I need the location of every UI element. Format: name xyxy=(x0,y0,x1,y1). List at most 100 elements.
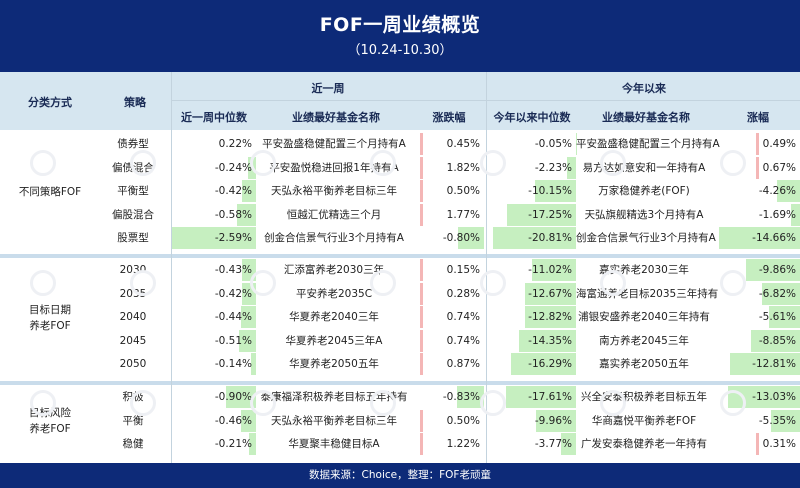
negative-bar xyxy=(226,386,256,408)
ytd-best-cell: 嘉实养老2050五年 xyxy=(599,358,689,370)
header-divider xyxy=(171,72,172,130)
ytd-best-cell: 万家稳健养老(FOF) xyxy=(598,185,690,197)
ytd-change-cell: -5.61% xyxy=(758,311,796,323)
week-median-cell: -0.44% xyxy=(214,311,252,323)
negative-bar xyxy=(535,180,576,202)
negative-bar xyxy=(531,259,576,281)
ytd-best-cell: 兴全安泰积极养老目标五年 xyxy=(581,391,707,403)
negative-bar xyxy=(505,386,576,408)
watermark-shape xyxy=(250,390,276,416)
ytd-best-cell: 平安盈盛稳健配置三个月持有A xyxy=(576,138,720,150)
positive-bar xyxy=(420,156,423,179)
watermark-shape xyxy=(370,270,396,296)
negative-bar xyxy=(510,353,576,375)
ytd-best-cell: 易方达如意安和一年持有A xyxy=(582,161,706,174)
watermark-shape xyxy=(250,150,276,176)
week-best-cell: 汇添富养老2030三年 xyxy=(283,264,385,276)
ytd-best-cell: 嘉实养老2030三年 xyxy=(599,264,689,276)
week-change-cell: 0.50% xyxy=(446,185,480,197)
week-best-cell: 创金合信景气行业3个月持有A xyxy=(264,232,404,244)
column-divider xyxy=(486,130,487,463)
watermark-shape xyxy=(130,390,156,416)
negative-bar xyxy=(719,227,800,249)
ytd-best-cell: 天弘旗舰精选3个月持有A xyxy=(584,208,704,221)
ytd-median-cell: -14.35% xyxy=(528,334,572,347)
ytd-change-cell: 0.31% xyxy=(762,438,796,450)
date-range: （10.24-10.30） xyxy=(347,43,453,58)
report-header: FOF一周业绩概览 （10.24-10.30） xyxy=(0,0,800,72)
week-best-cell: 华夏养老2040三年 xyxy=(289,311,379,323)
week-median-cell: -0.58% xyxy=(214,208,252,221)
ytd-best-cell: 海富通养老目标2035三年持有 xyxy=(576,287,719,300)
week-median-cell: -0.42% xyxy=(214,185,252,197)
week-median-cell: -0.46% xyxy=(214,414,252,427)
positive-bar xyxy=(756,433,759,455)
header-week-median: 近一周中位数 xyxy=(181,111,247,124)
watermark-shape xyxy=(480,390,506,416)
header-ytd-group: 今年以来 xyxy=(622,82,666,95)
positive-bar xyxy=(756,156,759,179)
ytd-change-cell: -8.85% xyxy=(758,334,796,347)
negative-bar xyxy=(728,386,800,408)
table-header: 分类方式 策略 近一周 今年以来 近一周中位数 业绩最好基金名称 涨跌幅 今年以… xyxy=(0,72,800,130)
week-median-cell: -0.42% xyxy=(214,287,252,300)
ytd-change-cell: 0.49% xyxy=(762,138,796,150)
ytd-median-cell: -12.67% xyxy=(528,287,572,300)
header-week-group: 近一周 xyxy=(311,82,345,95)
header-week-change: 涨跌幅 xyxy=(432,111,466,124)
week-best-cell: 平安盈悦稳进回报1年持有A xyxy=(269,161,399,174)
positive-bar xyxy=(420,329,423,352)
negative-bar xyxy=(240,409,256,432)
week-best-cell: 平安养老2035C xyxy=(295,287,373,300)
week-best-cell: 华夏养老2050五年 xyxy=(289,358,379,370)
watermark-shape xyxy=(720,270,746,296)
positive-bar xyxy=(420,203,423,226)
positive-bar xyxy=(420,133,423,155)
negative-bar xyxy=(518,329,576,352)
watermark-shape xyxy=(600,390,626,416)
negative-bar xyxy=(241,306,256,328)
ytd-change-cell: 0.67% xyxy=(762,161,796,174)
negative-bar xyxy=(776,180,800,202)
negative-bar xyxy=(536,409,576,432)
header-ytd-median: 今年以来中位数 xyxy=(493,111,571,124)
positive-bar xyxy=(420,353,423,375)
watermark-shape xyxy=(30,270,56,296)
week-change-cell: 0.50% xyxy=(446,414,480,427)
week-change-cell: 0.45% xyxy=(446,138,480,150)
ytd-median-cell: -10.15% xyxy=(528,185,572,197)
negative-bar xyxy=(525,282,576,305)
ytd-change-cell: -13.03% xyxy=(752,391,796,403)
watermark-shape xyxy=(370,150,396,176)
ytd-median-cell: -16.29% xyxy=(528,358,572,370)
negative-bar xyxy=(524,306,576,328)
header-divider xyxy=(486,72,487,130)
negative-bar xyxy=(745,259,800,281)
positive-bar xyxy=(420,180,423,202)
watermark-shape xyxy=(130,150,156,176)
negative-bar xyxy=(729,353,800,375)
negative-bar xyxy=(790,203,800,226)
week-change-cell: 0.74% xyxy=(446,311,480,323)
group-separator xyxy=(0,254,800,258)
watermark-shape xyxy=(480,270,506,296)
ytd-best-cell: 南方养老2045三年 xyxy=(599,334,689,347)
week-change-cell: 0.15% xyxy=(446,264,480,276)
week-median-cell: -2.59% xyxy=(214,232,252,244)
strategy-cell: 2045 xyxy=(119,334,147,347)
week-best-cell: 天弘永裕平衡养老目标三年 xyxy=(271,185,397,197)
negative-bar xyxy=(492,227,576,249)
watermark-shape xyxy=(370,390,396,416)
negative-bar xyxy=(770,409,800,432)
positive-bar xyxy=(420,259,423,281)
week-best-cell: 华夏养老2045三年A xyxy=(285,334,383,347)
strategy-cell: 债券型 xyxy=(117,138,149,150)
column-divider xyxy=(171,130,172,463)
week-median-cell: -0.90% xyxy=(214,391,252,403)
ytd-median-cell: -20.81% xyxy=(528,232,572,244)
negative-bar xyxy=(251,353,256,375)
week-median-cell: -0.51% xyxy=(214,334,252,347)
positive-bar xyxy=(756,133,759,155)
positive-bar xyxy=(420,409,423,432)
ytd-best-cell: 华商嘉悦平衡养老FOF xyxy=(591,414,697,427)
